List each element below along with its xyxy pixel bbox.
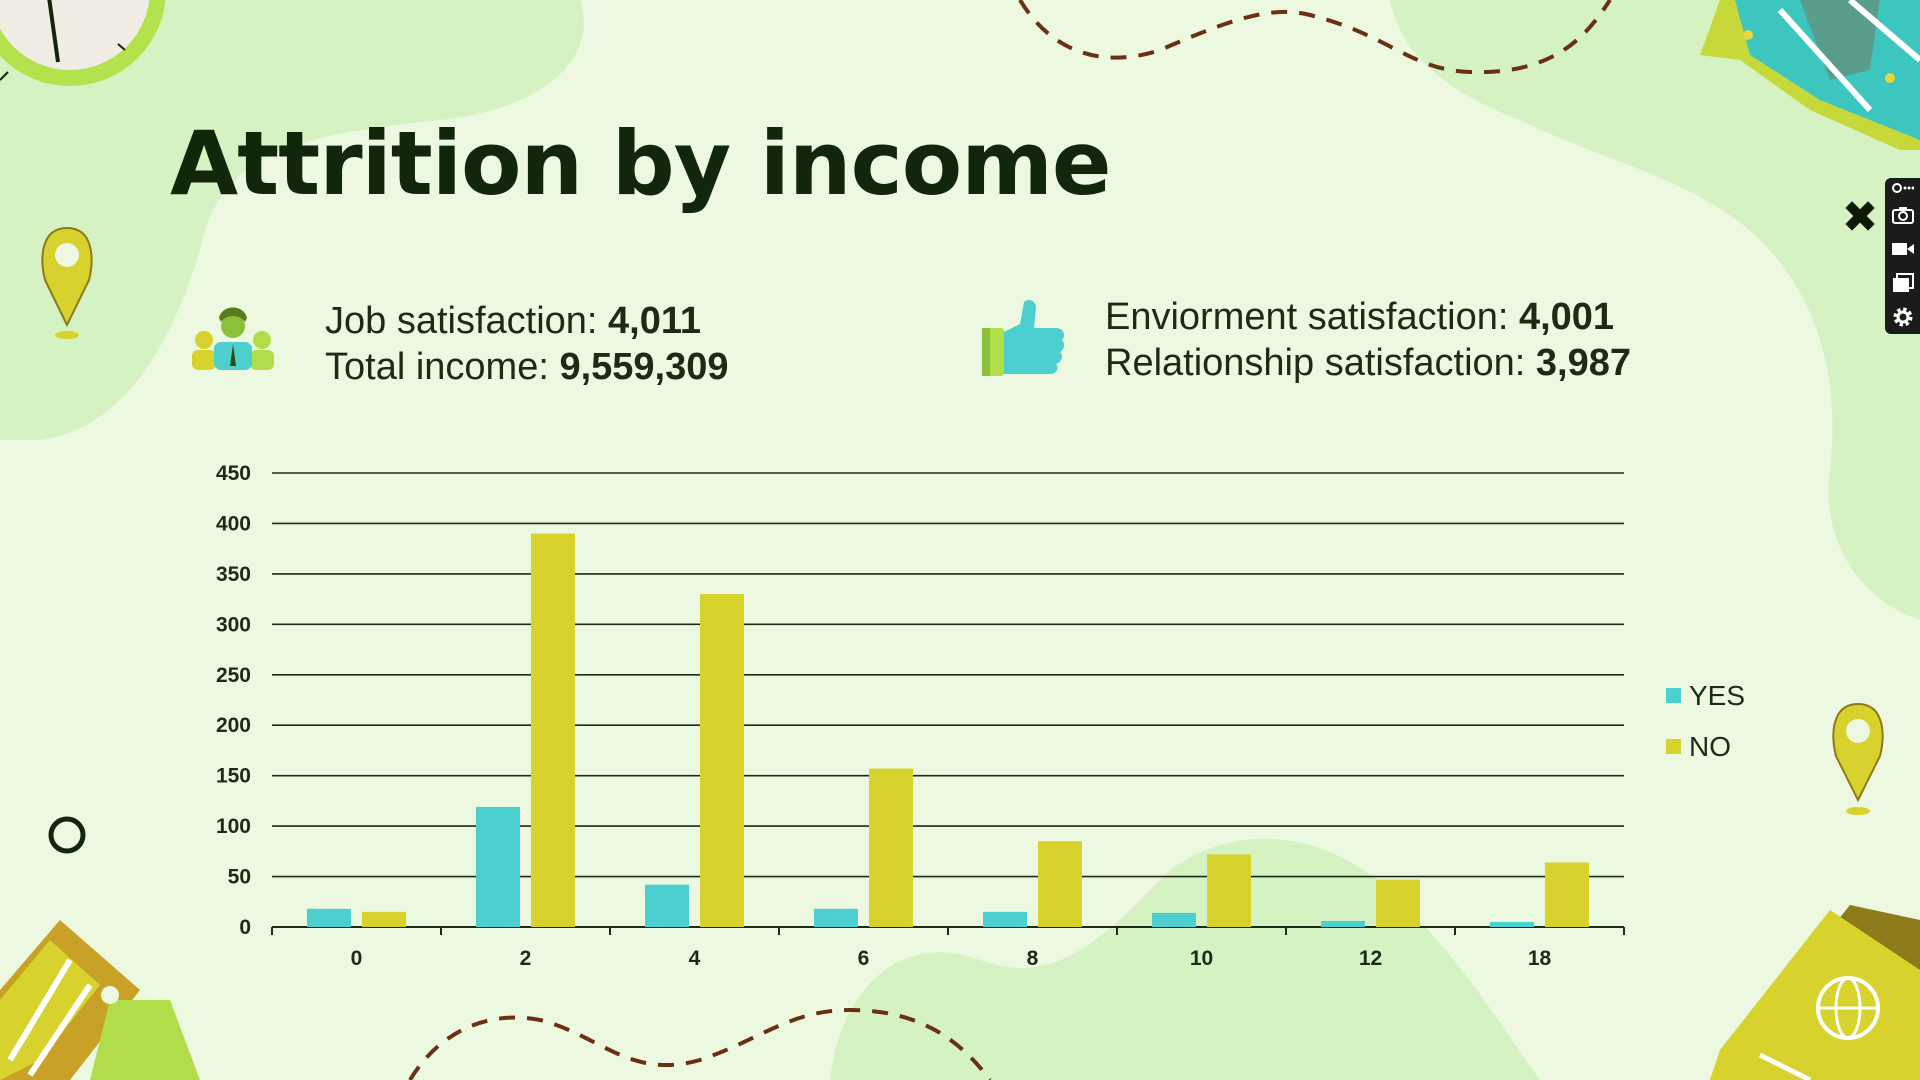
- y-tick-label: 50: [228, 866, 251, 889]
- video-icon[interactable]: [1885, 232, 1920, 266]
- bar-yes: [983, 911, 1027, 927]
- y-tick-label: 300: [216, 613, 251, 636]
- bar-no: [700, 594, 744, 927]
- y-tick-label: 100: [216, 815, 251, 838]
- total-income-value: 9,559,309: [559, 346, 729, 388]
- y-tick-label: 150: [216, 765, 251, 788]
- clock-icon: [0, 0, 166, 86]
- dashed-path-top: [1018, 0, 1612, 75]
- x-tick-label: 12: [1359, 947, 1382, 970]
- x-tick-label: 10: [1190, 947, 1213, 970]
- y-tick-label: 350: [216, 563, 251, 586]
- bar-no: [531, 533, 575, 927]
- camera-icon[interactable]: [1885, 198, 1920, 232]
- y-tick-label: 400: [216, 512, 251, 535]
- legend-swatch-yes: [1666, 688, 1681, 703]
- location-pin-icon-left: [41, 226, 93, 339]
- total-income-label: Total income:: [325, 346, 560, 388]
- bar-yes: [1490, 921, 1534, 927]
- bar-no: [1038, 841, 1082, 927]
- legend-label-no: NO: [1689, 730, 1731, 762]
- environment-satisfaction-value: 4,001: [1518, 296, 1615, 338]
- job-satisfaction-value: 4,011: [608, 300, 702, 342]
- environment-satisfaction-stat: Enviorment satisfaction: 4,001: [1105, 294, 1631, 340]
- relationship-satisfaction-value: 3,987: [1535, 342, 1631, 384]
- legend-label-yes: YES: [1689, 679, 1746, 711]
- relationship-satisfaction-stat: Relationship satisfaction: 3,987: [1105, 340, 1631, 386]
- y-tick-label: 200: [216, 714, 251, 737]
- total-income-stat: Total income: 9,559,309: [325, 344, 729, 390]
- ring-icon: [48, 816, 86, 854]
- legend-item-yes: YES: [1666, 670, 1745, 721]
- x-tick-label: 2: [520, 947, 532, 970]
- environment-satisfaction-label: Enviorment satisfaction:: [1105, 296, 1519, 338]
- bar-no: [1376, 879, 1420, 927]
- bar-no: [362, 911, 406, 927]
- bar-no: [1207, 854, 1251, 927]
- x-tick-label: 0: [351, 947, 363, 970]
- ticket-icon: [0, 920, 200, 1080]
- thumbs-up-icon: [982, 300, 1065, 376]
- x-tick-label: 8: [1027, 947, 1039, 970]
- dashed-path-bottom: [408, 1007, 992, 1080]
- page-title: Attrition by income: [170, 112, 1112, 215]
- link-icon[interactable]: [1885, 178, 1920, 198]
- chart-legend: YES NO: [1666, 670, 1745, 772]
- bar-no: [869, 768, 913, 927]
- bar-yes: [1321, 920, 1365, 927]
- y-tick-label: 250: [216, 664, 251, 687]
- window-icon[interactable]: [1885, 266, 1920, 300]
- screen-capture-toolbar: [1885, 178, 1920, 334]
- passport-icon: [1710, 905, 1920, 1080]
- x-tick-label: 6: [858, 947, 870, 970]
- close-icon[interactable]: ✖: [1841, 192, 1879, 243]
- relationship-satisfaction-label: Relationship satisfaction:: [1105, 342, 1536, 384]
- bar-yes: [1152, 912, 1196, 927]
- x-tick-label: 4: [689, 947, 701, 970]
- map-icon: [1700, 0, 1920, 150]
- bar-yes: [307, 908, 351, 927]
- bar-yes: [814, 908, 858, 927]
- people-group-icon: [192, 307, 274, 370]
- stats-right: Enviorment satisfaction: 4,001 Relations…: [1105, 294, 1631, 386]
- job-satisfaction-label: Job satisfaction:: [325, 300, 609, 342]
- bar-yes: [645, 884, 689, 927]
- y-tick-label: 0: [239, 916, 251, 939]
- location-pin-icon-right: [1832, 702, 1884, 815]
- legend-item-no: NO: [1666, 721, 1745, 772]
- blob-bottom-center: [830, 838, 1540, 1080]
- job-satisfaction-stat: Job satisfaction: 4,011: [325, 298, 729, 344]
- bar-yes: [476, 806, 520, 927]
- blob-top-left: [0, 0, 584, 440]
- stats-left: Job satisfaction: 4,011 Total income: 9,…: [325, 298, 729, 390]
- y-tick-label: 450: [216, 462, 251, 485]
- blob-top-right: [1390, 0, 1920, 620]
- x-tick-label: 18: [1528, 947, 1552, 970]
- bar-no: [1545, 862, 1589, 927]
- gear-icon[interactable]: [1885, 300, 1920, 334]
- legend-swatch-no: [1666, 739, 1681, 754]
